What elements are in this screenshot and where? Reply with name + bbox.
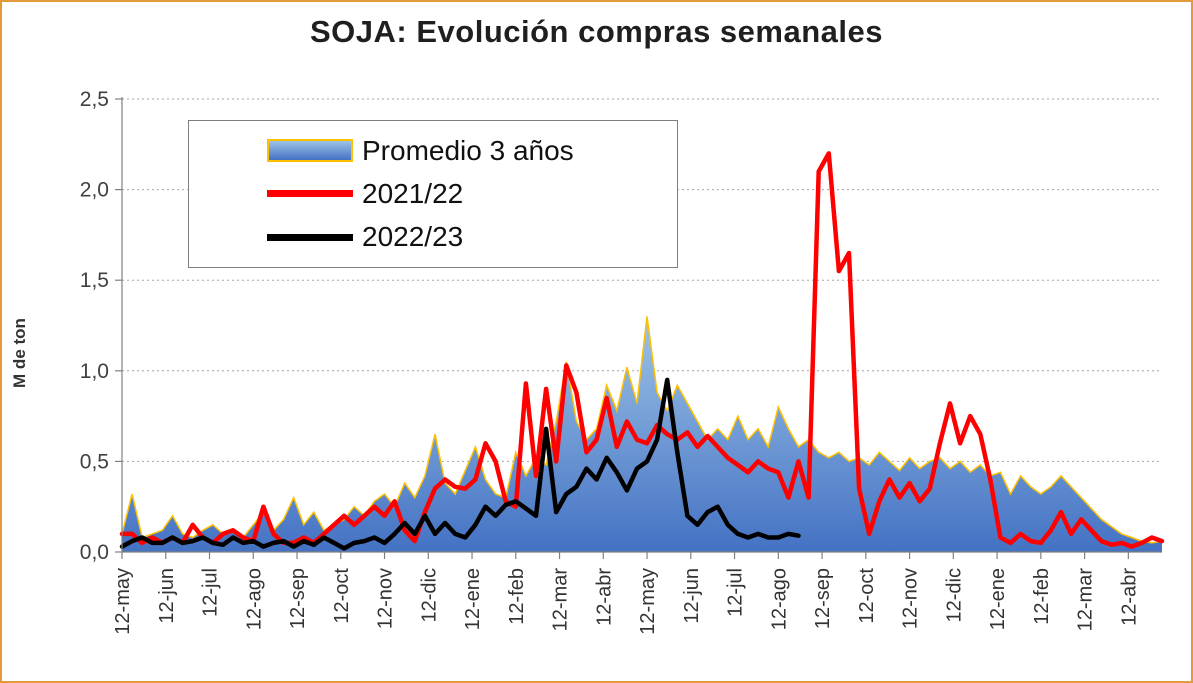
x-tick-label: 12-oct — [331, 568, 353, 624]
legend-label-2021-22: 2021/22 — [362, 177, 464, 209]
line-series-2022-23 — [119, 377, 801, 551]
x-tick-label: 12-nov — [900, 568, 922, 629]
x-tick-label: 12-jun — [156, 568, 178, 624]
x-tick-label: 12-ene — [987, 568, 1009, 630]
y-axis-title: M de ton — [10, 318, 29, 388]
legend-item-promedio: Promedio 3 años — [267, 130, 677, 172]
x-tick-label: 12-nov — [375, 568, 397, 629]
x-tick-label: 12-mar — [550, 568, 572, 632]
legend-swatch-2022-23 — [267, 233, 353, 241]
area-series-promedio-3-anos — [122, 316, 1162, 552]
x-tick-label: 12-jun — [681, 568, 703, 624]
x-tick-label: 12-feb — [506, 568, 528, 625]
legend-label-promedio: Promedio 3 años — [362, 134, 574, 166]
legend-swatch-2021-22 — [267, 190, 353, 198]
x-tick-label: 12-jul — [200, 568, 222, 617]
legend-label-2022-23: 2022/23 — [362, 221, 464, 253]
x-tick-label: 12-ene — [462, 568, 484, 630]
y-tick-label: 1,0 — [80, 360, 109, 383]
x-tick-label: 12-feb — [1031, 568, 1053, 625]
legend-item-2022-23: 2022/23 — [267, 216, 677, 258]
x-tick-label: 12-dic — [418, 568, 440, 622]
chart-title: SOJA: Evolución compras semanales — [310, 14, 883, 49]
x-tick-label: 12-sep — [287, 568, 309, 629]
x-tick-label: 12-mar — [1075, 568, 1097, 632]
y-tick-label: 2,0 — [80, 179, 109, 202]
x-tick-label: 12-jul — [725, 568, 747, 617]
x-tick-label: 12-dic — [943, 568, 965, 622]
legend: Promedio 3 años 2021/22 2022/23 — [188, 120, 678, 268]
x-tick-label: 12-sep — [812, 568, 834, 629]
line-series-2021-22 — [119, 151, 1165, 549]
x-tick-label: 12-ago — [768, 568, 790, 630]
y-tick-label: 0,5 — [80, 450, 109, 473]
x-tick-label: 12-abr — [1118, 568, 1140, 626]
x-tick-label: 12-abr — [593, 568, 615, 626]
x-tick-label: 12-oct — [856, 568, 878, 624]
y-tick-label: 0,0 — [80, 541, 109, 564]
y-tick-label: 2,5 — [80, 88, 109, 111]
legend-item-2021-22: 2021/22 — [267, 173, 677, 215]
legend-swatch-area — [267, 139, 353, 163]
y-tick-label: 1,5 — [80, 269, 109, 292]
x-tick-label: 12-may — [637, 568, 659, 635]
x-tick-label: 12-may — [112, 568, 134, 635]
x-tick-label: 12-ago — [243, 568, 265, 630]
